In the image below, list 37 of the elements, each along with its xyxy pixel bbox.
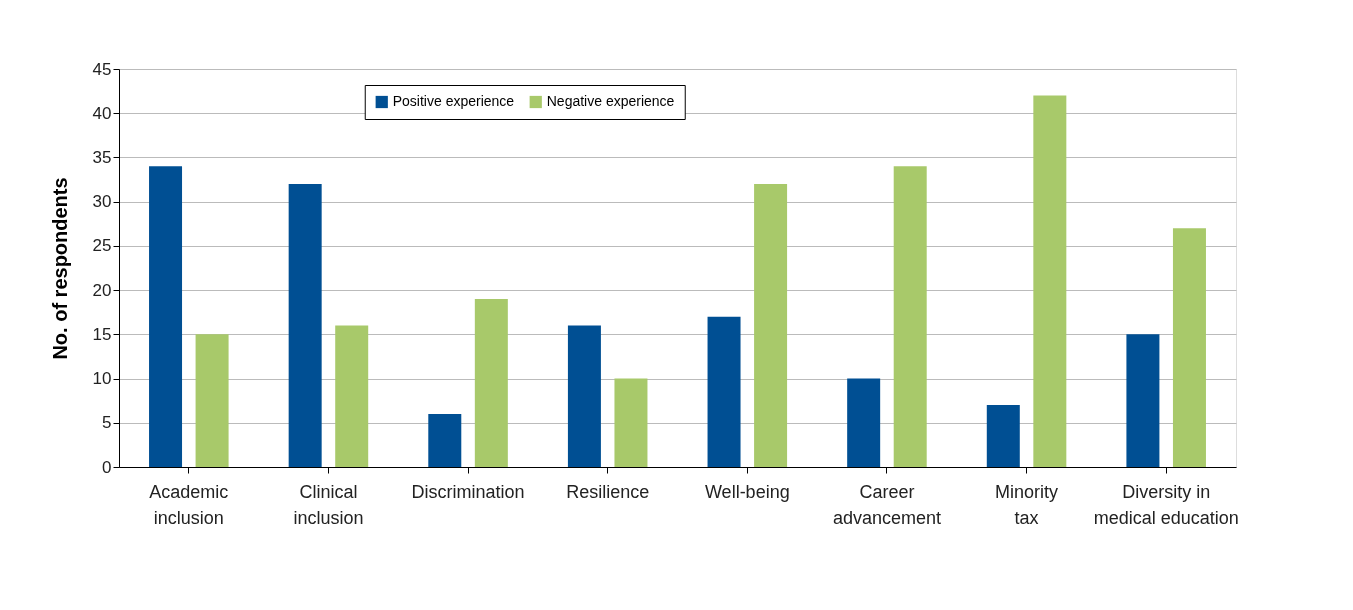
x-tick-label: Career advancement [832, 481, 941, 528]
bar [195, 334, 229, 467]
legend-label: Positive experience [392, 93, 515, 109]
bar [567, 325, 601, 467]
bar [474, 298, 508, 467]
y-tick-label: 35 [92, 147, 112, 167]
bar [614, 378, 648, 467]
y-tick-label: 20 [92, 280, 112, 300]
bar [428, 413, 462, 467]
y-tick-label: 40 [92, 103, 112, 123]
bar [986, 405, 1020, 467]
x-tick-label: Discrimination [411, 481, 525, 502]
bar [1126, 334, 1160, 467]
bar [707, 316, 741, 467]
x-tick-label: Minority tax [995, 481, 1059, 528]
y-tick-label: 30 [92, 192, 112, 212]
x-tick-label: Clinical inclusion [293, 481, 364, 528]
y-tick-label: 0 [102, 457, 112, 477]
legend-label: Negative experience [546, 93, 675, 109]
bar [893, 166, 927, 467]
bar [149, 166, 183, 467]
y-tick-label: 10 [92, 369, 112, 389]
bar [754, 183, 788, 467]
y-tick-label: 45 [92, 59, 112, 79]
y-tick-label: 25 [92, 236, 112, 256]
bar [288, 183, 322, 467]
x-tick-label: Resilience [566, 481, 650, 502]
bar [335, 325, 369, 467]
x-tick-label: Well-being [704, 481, 790, 502]
y-tick-label: 5 [102, 413, 112, 433]
x-tick-label: Academic inclusion [149, 481, 229, 528]
y-axis-title: No. of respondents [48, 177, 71, 360]
bar [1172, 228, 1206, 467]
bar [1033, 95, 1067, 467]
y-tick-label: 15 [92, 324, 112, 344]
bar [847, 378, 881, 467]
x-tick-label: Diversity in medical education [1093, 481, 1239, 528]
